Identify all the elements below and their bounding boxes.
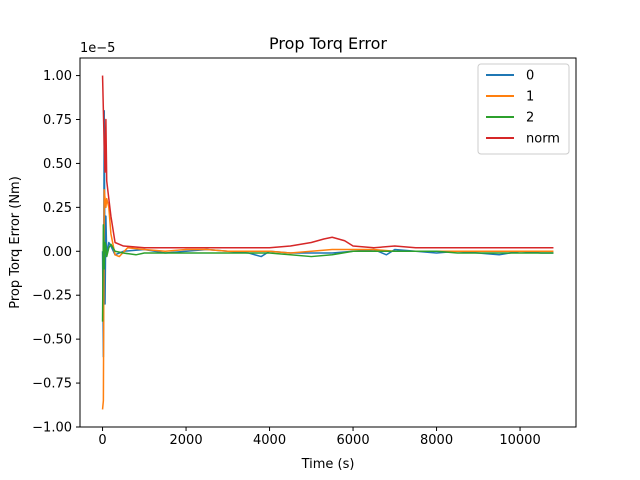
y-tick-label: −0.25 <box>32 289 72 304</box>
y-tick-label: −0.50 <box>32 333 72 348</box>
x-tick-label: 4000 <box>253 433 286 448</box>
y-tick-label: 0.50 <box>43 157 72 172</box>
y-tick-label: 0.25 <box>43 201 72 216</box>
legend-items: 0 1 2 norm <box>486 69 560 147</box>
series-line-2 <box>101 224 554 322</box>
y-axis-label: Prop Torq Error (Nm) <box>8 176 23 309</box>
y-tick-label: 1.00 <box>43 69 72 84</box>
y-tick-label: 0.00 <box>43 245 72 260</box>
legend-frame <box>477 63 570 155</box>
legend-label-norm: norm <box>526 132 560 147</box>
y-tick-label: −0.75 <box>32 377 72 392</box>
x-axis-ticks: 0 2000 4000 6000 8000 10000 <box>98 427 541 448</box>
legend-label-1: 1 <box>526 90 534 105</box>
chart-title: Prop Torq Error <box>269 34 387 53</box>
x-tick-label: 0 <box>98 433 106 448</box>
legend: 0 1 2 norm <box>477 63 570 155</box>
legend-label-2: 2 <box>526 111 534 126</box>
x-tick-label: 6000 <box>337 433 370 448</box>
legend-label-0: 0 <box>526 69 534 84</box>
x-tick-label: 2000 <box>170 433 203 448</box>
y-tick-label: −1.00 <box>32 421 72 436</box>
x-tick-label: 10000 <box>499 433 540 448</box>
y-axis-offset-text: 1e−5 <box>80 41 115 56</box>
series-line-norm <box>101 75 554 249</box>
x-axis-label: Time (s) <box>301 457 355 472</box>
y-tick-label: 0.75 <box>43 113 72 128</box>
y-axis-ticks: −1.00 −0.75 −0.50 −0.25 0.00 0.25 0.50 0.75 1.00 <box>32 69 80 436</box>
x-tick-label: 8000 <box>420 433 453 448</box>
axes-frame <box>79 57 577 428</box>
series-layer <box>101 75 554 410</box>
